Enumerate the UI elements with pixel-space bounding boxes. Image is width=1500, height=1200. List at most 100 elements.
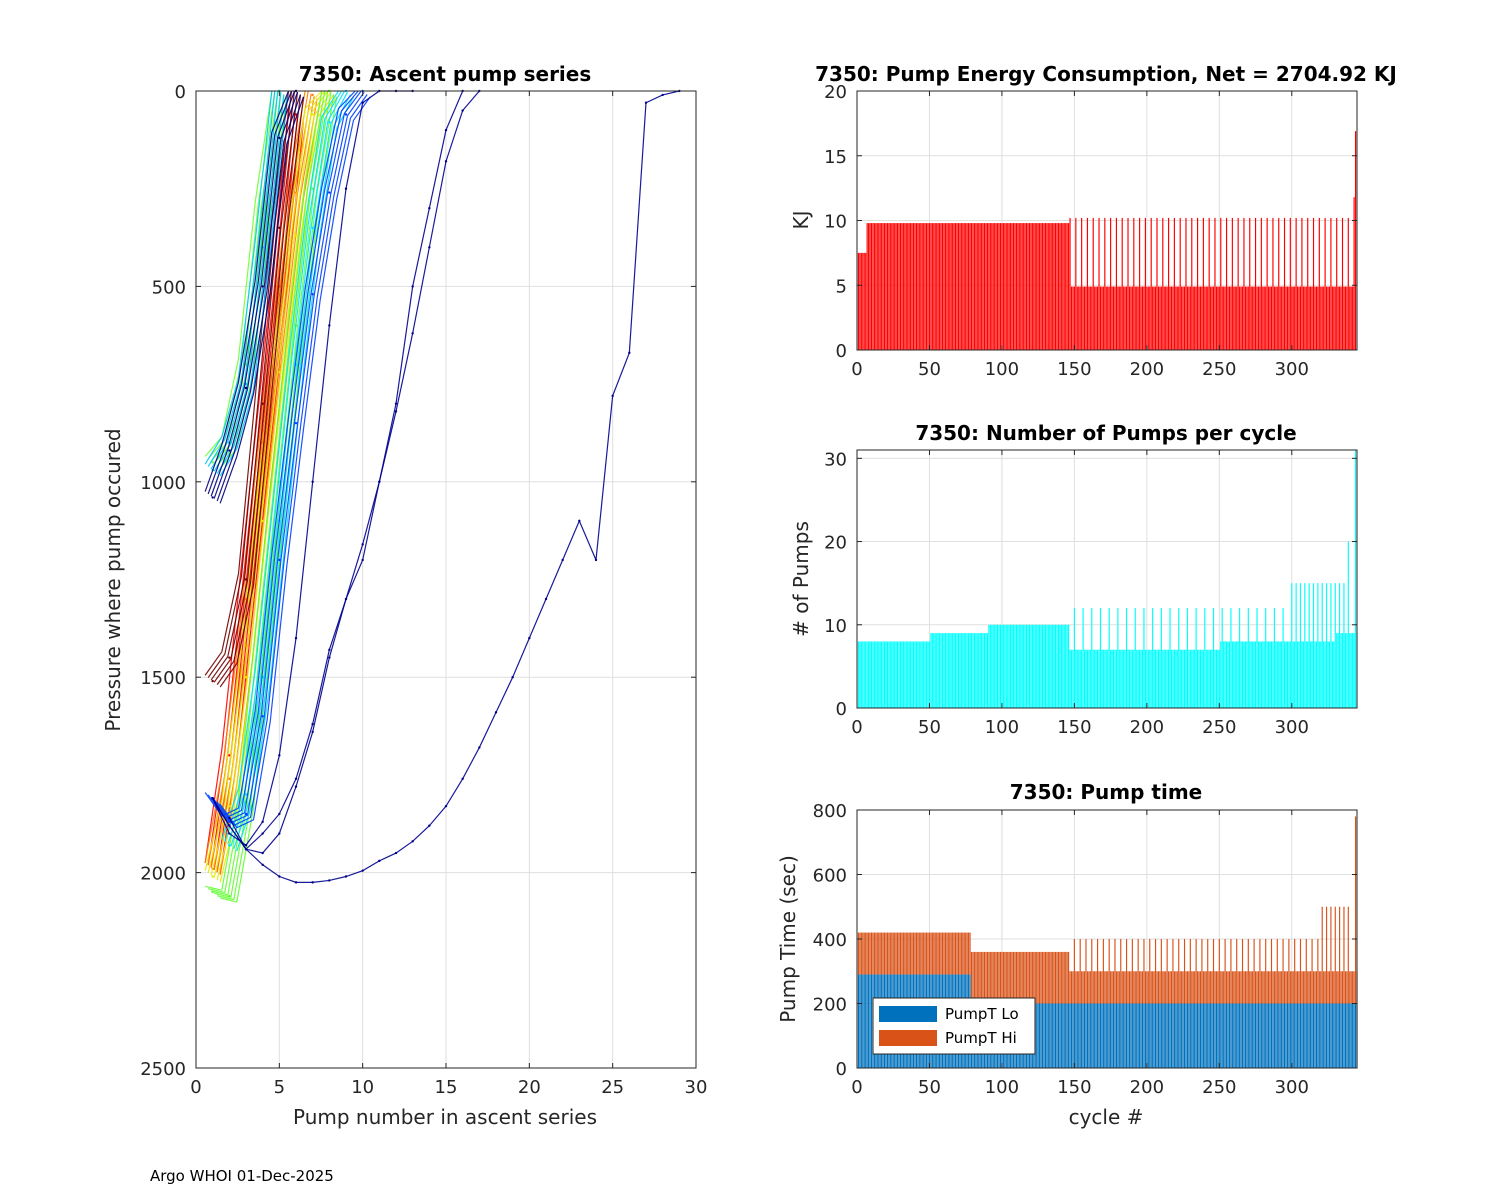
numpumps-bar <box>1289 641 1291 708</box>
pumptime-lo-bar <box>1324 1003 1326 1068</box>
pumptime-lo-bar <box>1053 1003 1055 1068</box>
pumptime-hi-bar <box>1347 906 1349 1004</box>
pumptime-lo-bar <box>1047 1003 1049 1068</box>
ascent-series-line <box>213 92 299 683</box>
numpumps-bar <box>1233 641 1235 708</box>
ascent-series-point <box>494 711 498 714</box>
ascent-series-point <box>244 812 248 816</box>
numpumps-bar <box>1268 641 1270 708</box>
numpumps-bar <box>1002 624 1004 708</box>
pumptime-hi-bar <box>946 932 948 975</box>
pumptime-hi-bar <box>927 932 929 975</box>
ascent-x-tick-label: 20 <box>518 1077 541 1098</box>
pumptime-lo-bar <box>1262 1003 1264 1068</box>
numpumps-bar <box>976 633 978 708</box>
energy-bar <box>889 223 891 350</box>
pumptime-lo-bar <box>1099 1003 1102 1068</box>
numpumps-bar <box>1072 649 1074 708</box>
pumptime-lo-bar <box>1181 1003 1183 1068</box>
energy-y-tick-label: 5 <box>836 276 847 297</box>
energy-bar <box>1079 286 1081 350</box>
ascent-series-point <box>294 234 298 237</box>
numpumps-bar <box>1018 624 1020 708</box>
numpumps-bar <box>885 641 887 708</box>
numpumps-bar <box>1156 649 1158 708</box>
pumptime-lo-bar <box>1179 1003 1181 1068</box>
numpumps-bar <box>1028 624 1031 708</box>
pumptime-hi-bar <box>1273 971 1275 1004</box>
pumptime-lo-bar <box>1195 1003 1197 1068</box>
pumptime-hi-bar <box>879 932 881 975</box>
numpumps-bar <box>983 633 986 708</box>
pumptime-lo-bar <box>1221 1003 1223 1068</box>
legend-swatch <box>879 1006 937 1022</box>
numpumps-bar <box>1027 624 1029 708</box>
ascent-series-point <box>228 449 231 452</box>
energy-bar <box>1283 217 1286 350</box>
numpumps-bar <box>960 633 962 708</box>
pumptime-hi-bar <box>1202 971 1204 1004</box>
numpumps-bar <box>1234 641 1236 708</box>
pumptime-hi-bar <box>1040 951 1042 1004</box>
numpumps-y-axis-label: # of Pumps <box>789 521 813 637</box>
energy-bar <box>1136 286 1138 350</box>
pumptime-hi-bar <box>1082 971 1084 1004</box>
energy-bar <box>1327 286 1329 350</box>
numpumps-bar <box>952 633 954 708</box>
pumptime-lo-bar <box>1169 1003 1171 1068</box>
pumptime-lo-bar <box>1230 1003 1232 1068</box>
pumptime-lo-bar <box>1070 1003 1073 1068</box>
pumptime-hi-bar <box>952 932 954 975</box>
numpumps-bar <box>1102 649 1104 708</box>
numpumps-bar <box>902 641 904 708</box>
pumptime-hi-bar <box>1330 906 1332 1004</box>
pumptime-hi-bar <box>1063 951 1065 1004</box>
energy-bar <box>1039 223 1041 350</box>
pumptime-hi-bar <box>944 932 946 975</box>
pumptime-hi-bar <box>969 932 971 975</box>
energy-bar <box>1192 286 1194 350</box>
energy-bar <box>1317 286 1319 350</box>
energy-bar <box>1153 286 1155 350</box>
energy-bar <box>1224 286 1226 350</box>
energy-bar <box>1321 286 1323 350</box>
energy-bar <box>1331 286 1333 350</box>
numpumps-bar <box>1260 641 1262 708</box>
ascent-series-point <box>278 754 281 757</box>
energy-bar <box>1031 223 1033 350</box>
numpumps-bar <box>1036 624 1038 708</box>
pumptime-lo-bar <box>1220 1003 1222 1068</box>
energy-x-tick-label: 300 <box>1275 359 1309 380</box>
numpumps-bar <box>1157 649 1160 708</box>
pumptime-hi-bar <box>1083 971 1086 1004</box>
numpumps-bar <box>1343 583 1345 708</box>
numpumps-bar <box>1243 641 1245 708</box>
energy-bar <box>1043 223 1045 350</box>
pumptime-lo-bar <box>1152 1003 1154 1068</box>
numpumps-bar <box>1344 633 1346 708</box>
energy-bar <box>1325 286 1328 350</box>
ascent-series-point <box>294 421 298 425</box>
energy-bar <box>1194 286 1196 350</box>
pumptime-hi-bar <box>1270 939 1273 1004</box>
pumptime-hi-bar <box>1315 971 1317 1004</box>
pumptime-lo-bar <box>1141 1003 1144 1068</box>
pumptime-lo-bar <box>1304 1003 1306 1068</box>
energy-bar <box>904 223 906 350</box>
pumptime-hi-bar <box>1120 939 1122 1004</box>
pumptime-hi-bar <box>1075 971 1077 1004</box>
pumptime-hi-bar <box>1060 951 1062 1004</box>
pumptime-lo-bar <box>1144 1003 1146 1068</box>
pumptime-hi-bar <box>915 932 917 975</box>
energy-bar <box>1244 286 1246 350</box>
pump-time-chart: 7350: Pump time cycle # Pump Time (sec) … <box>776 780 1358 1129</box>
numpumps-bar <box>1302 641 1304 708</box>
energy-bar <box>1104 217 1106 350</box>
energy-bar <box>905 223 907 350</box>
pumptime-hi-bar <box>1276 939 1278 1004</box>
pumptime-hi-bar <box>1199 971 1202 1004</box>
pumptime-hi-bar <box>1195 939 1197 1004</box>
pumptime-lo-bar <box>1072 1003 1074 1068</box>
numpumps-bar <box>947 633 949 708</box>
numpumps-bar <box>1141 649 1144 708</box>
